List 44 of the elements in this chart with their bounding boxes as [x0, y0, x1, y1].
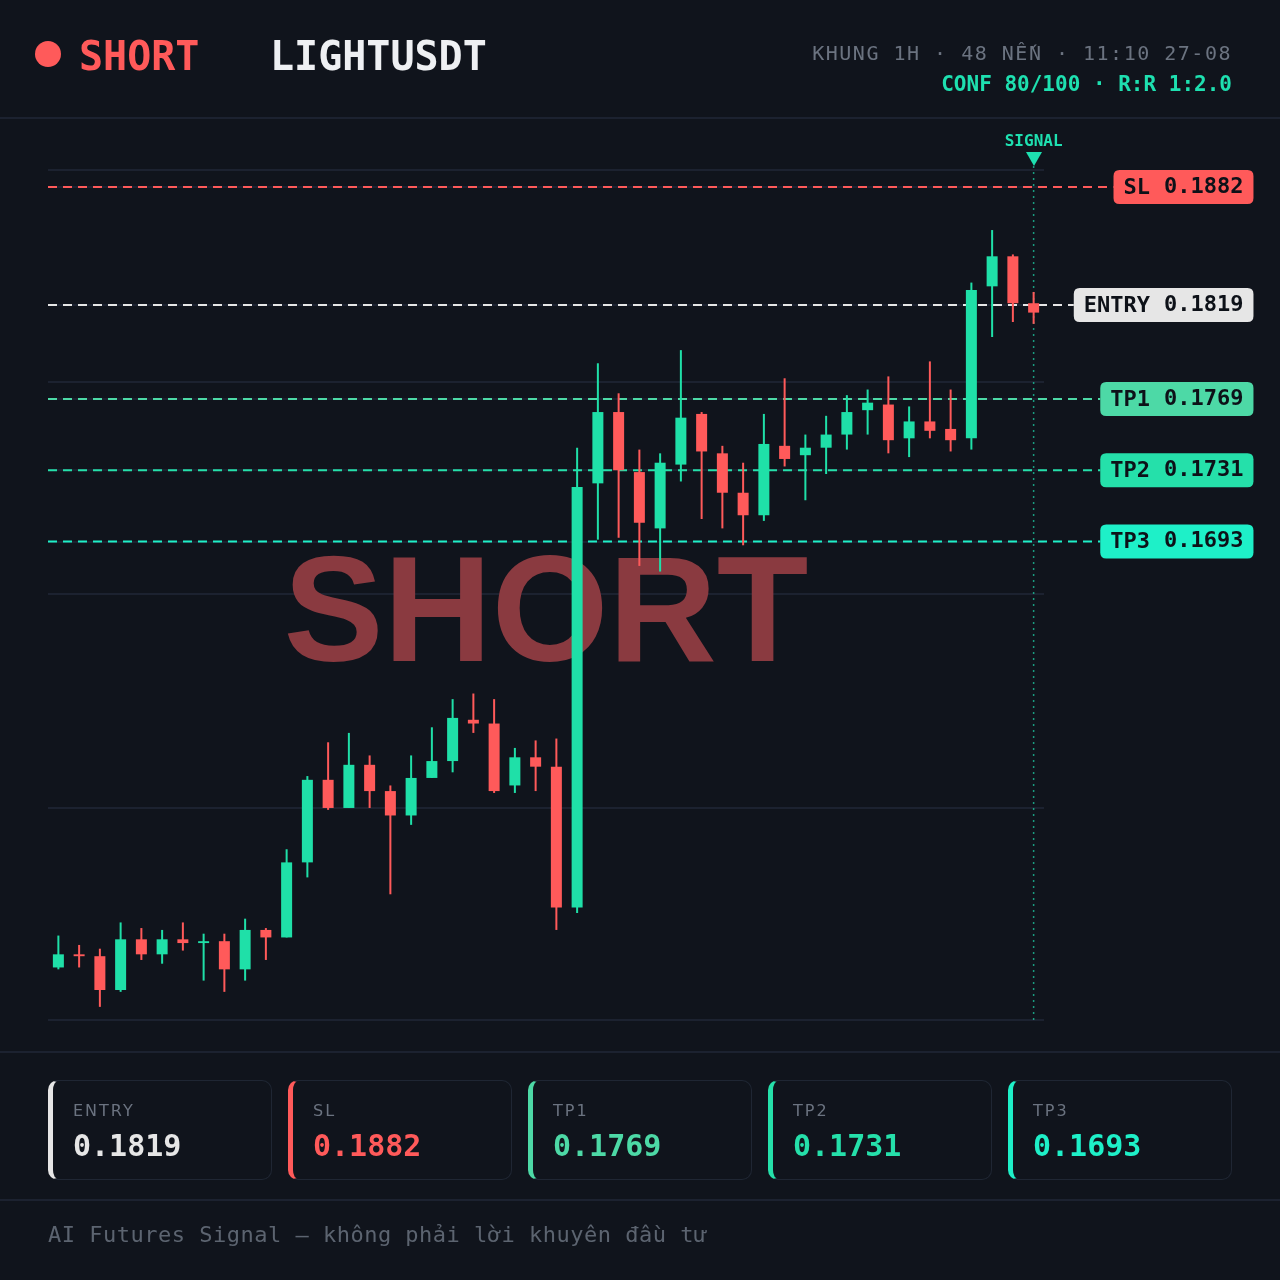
text: SIGNAL — [1004, 131, 1063, 150]
text: SHORT — [79, 33, 200, 79]
candlestick — [135, 927, 147, 961]
ref-line-label: SL — [1123, 173, 1151, 199]
candlestick — [177, 921, 189, 952]
data-label: 0.1769 — [553, 1128, 662, 1163]
ref-line-label: TP2 — [1110, 456, 1151, 482]
candlestick — [73, 943, 85, 969]
candlestick — [530, 739, 542, 793]
candlestick — [467, 692, 479, 734]
y-tick-label: 0.1819 — [1164, 290, 1244, 316]
candlestick — [862, 388, 874, 436]
text: AI Futures Signal — không phải lời khuyên đầu tư — [48, 1222, 708, 1247]
category-label: TP3 — [1033, 1101, 1069, 1120]
data-label: 0.1731 — [793, 1128, 902, 1163]
candlestick — [924, 360, 936, 440]
chart-subtitle: KHUNG 1H · 48 NẾN · 11:10 27-08 — [812, 41, 1232, 65]
candlestick — [198, 932, 210, 982]
y-tick-label: 0.1731 — [1164, 455, 1244, 481]
category-label: TP2 — [793, 1101, 829, 1120]
candlestick — [1028, 290, 1040, 325]
data-label: 0.1819 — [73, 1128, 182, 1163]
ref-line-label: TP3 — [1110, 528, 1151, 554]
candlestick — [903, 405, 915, 459]
text: CONF 80/100 · R:R 1:2.0 — [941, 72, 1232, 96]
candlestick — [426, 726, 438, 779]
candlestick — [260, 927, 272, 961]
candlestick — [737, 461, 749, 547]
candlestick — [156, 928, 168, 965]
data-label: 0.1882 — [313, 1128, 422, 1163]
chart-title: LIGHTUSDT — [270, 33, 487, 79]
ref-line-label: ENTRY — [1083, 291, 1151, 317]
candlestick — [841, 394, 853, 451]
data-label: 0.1693 — [1033, 1128, 1142, 1163]
category-label: TP1 — [553, 1101, 589, 1120]
y-tick-label: 0.1882 — [1164, 172, 1244, 198]
category-label: SL — [313, 1101, 337, 1120]
ref-line-label: TP1 — [1110, 385, 1151, 411]
candlestick — [945, 388, 957, 453]
category-label: ENTRY — [73, 1101, 135, 1120]
candlestick — [52, 934, 64, 971]
y-tick-label: 0.1693 — [1164, 527, 1244, 553]
candlestick — [779, 377, 791, 468]
y-tick-label: 0.1769 — [1164, 384, 1244, 410]
